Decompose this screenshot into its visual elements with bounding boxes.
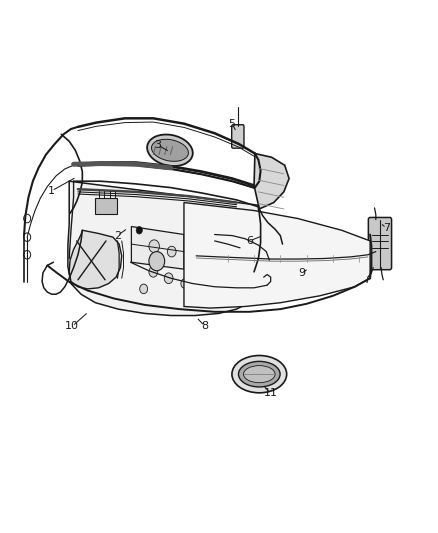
Circle shape: [198, 259, 206, 268]
Text: 6: 6: [246, 236, 253, 246]
Circle shape: [181, 279, 189, 288]
Polygon shape: [184, 203, 370, 308]
Circle shape: [140, 284, 148, 294]
Circle shape: [167, 246, 176, 257]
Text: 10: 10: [65, 321, 79, 331]
Text: 5: 5: [229, 119, 236, 128]
Circle shape: [136, 227, 142, 234]
Text: 2: 2: [114, 231, 121, 240]
Text: 9: 9: [298, 268, 305, 278]
Polygon shape: [68, 181, 261, 316]
FancyBboxPatch shape: [232, 125, 244, 148]
Polygon shape: [254, 154, 289, 209]
Ellipse shape: [238, 361, 280, 387]
Circle shape: [149, 266, 158, 277]
Text: 8: 8: [201, 321, 208, 331]
Text: 3: 3: [154, 140, 161, 150]
Circle shape: [149, 252, 165, 271]
Polygon shape: [131, 227, 184, 269]
Circle shape: [149, 240, 159, 253]
Ellipse shape: [147, 134, 193, 166]
Circle shape: [185, 253, 194, 264]
Ellipse shape: [232, 356, 286, 393]
Polygon shape: [69, 230, 122, 289]
Ellipse shape: [152, 139, 188, 161]
Ellipse shape: [244, 366, 275, 383]
FancyBboxPatch shape: [368, 217, 392, 270]
FancyBboxPatch shape: [95, 198, 117, 214]
Text: 11: 11: [264, 389, 278, 398]
Text: 1: 1: [48, 186, 55, 196]
FancyBboxPatch shape: [74, 192, 81, 204]
Text: 7: 7: [383, 223, 390, 233]
Circle shape: [164, 273, 173, 284]
